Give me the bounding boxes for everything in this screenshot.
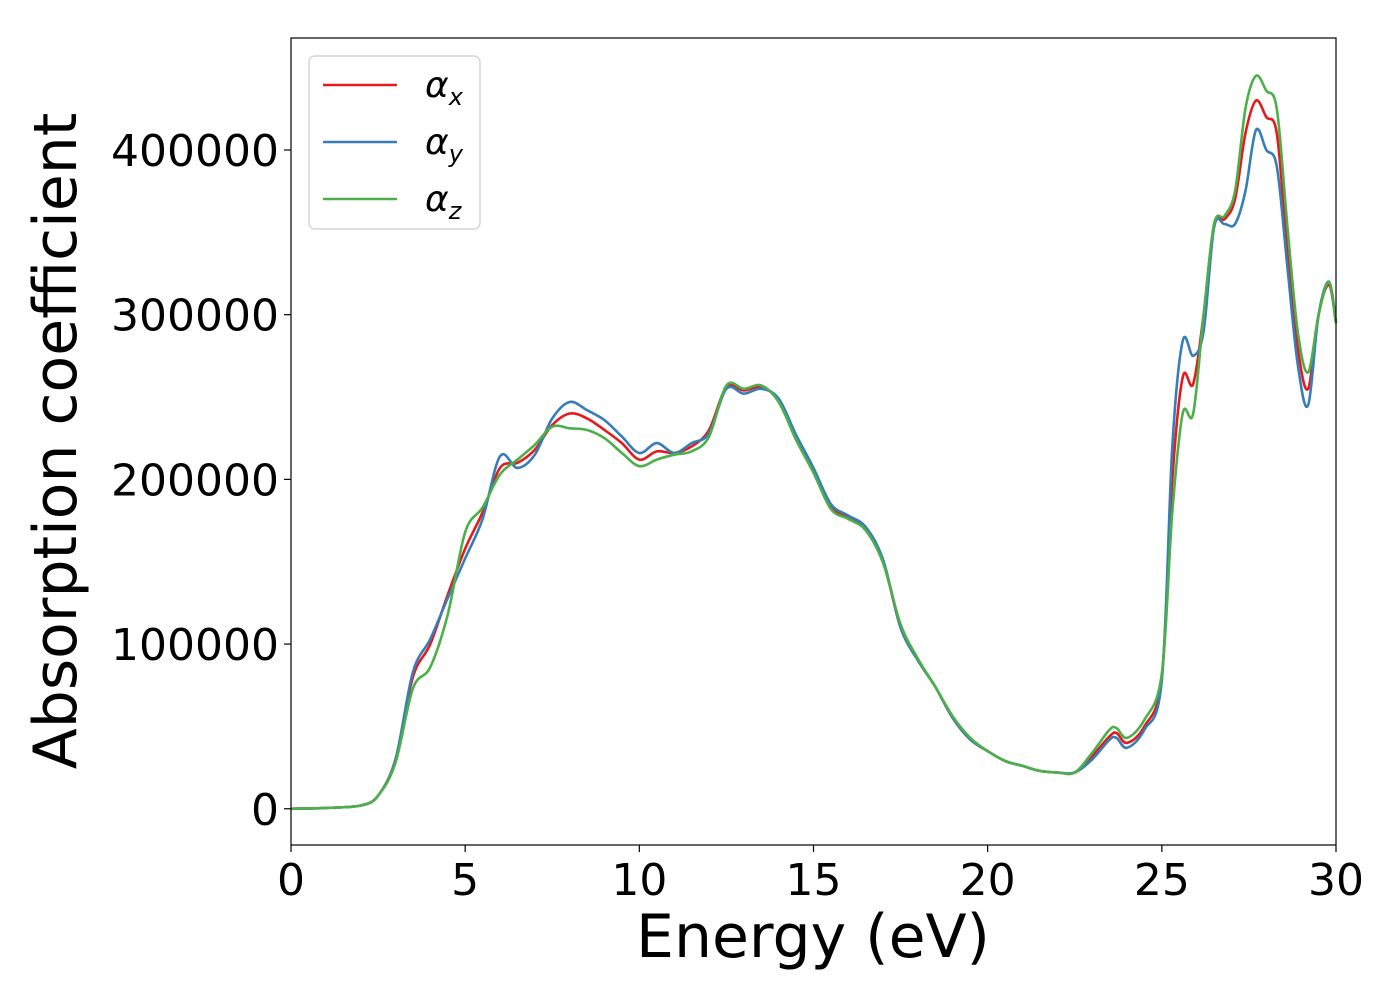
x-tick-label: 15 xyxy=(786,855,842,906)
x-tick-label: 25 xyxy=(1134,855,1190,906)
x-tick-label: 20 xyxy=(960,855,1016,906)
x-axis-ticks: 0 5 10 15 20 25 30 xyxy=(277,845,1364,906)
legend-label-x: αx xyxy=(425,65,464,111)
x-tick-label: 30 xyxy=(1308,855,1364,906)
x-axis-title: Energy (eV) xyxy=(636,902,990,972)
x-tick-label: 0 xyxy=(277,855,305,906)
x-tick-label: 10 xyxy=(611,855,667,906)
x-tick-label: 5 xyxy=(451,855,479,906)
y-tick-label: 0 xyxy=(251,785,279,836)
series-layer xyxy=(290,74,1338,811)
y-axis-ticks: 0 100000 200000 300000 400000 xyxy=(111,126,291,836)
series-line-z xyxy=(290,74,1338,811)
y-tick-label: 200000 xyxy=(111,455,279,506)
y-tick-label: 300000 xyxy=(111,291,279,342)
y-tick-label: 400000 xyxy=(111,126,279,177)
y-tick-label: 100000 xyxy=(111,620,279,671)
y-axis-title: Absorption coefficient xyxy=(21,113,91,770)
legend-label-y: αy xyxy=(425,122,464,168)
